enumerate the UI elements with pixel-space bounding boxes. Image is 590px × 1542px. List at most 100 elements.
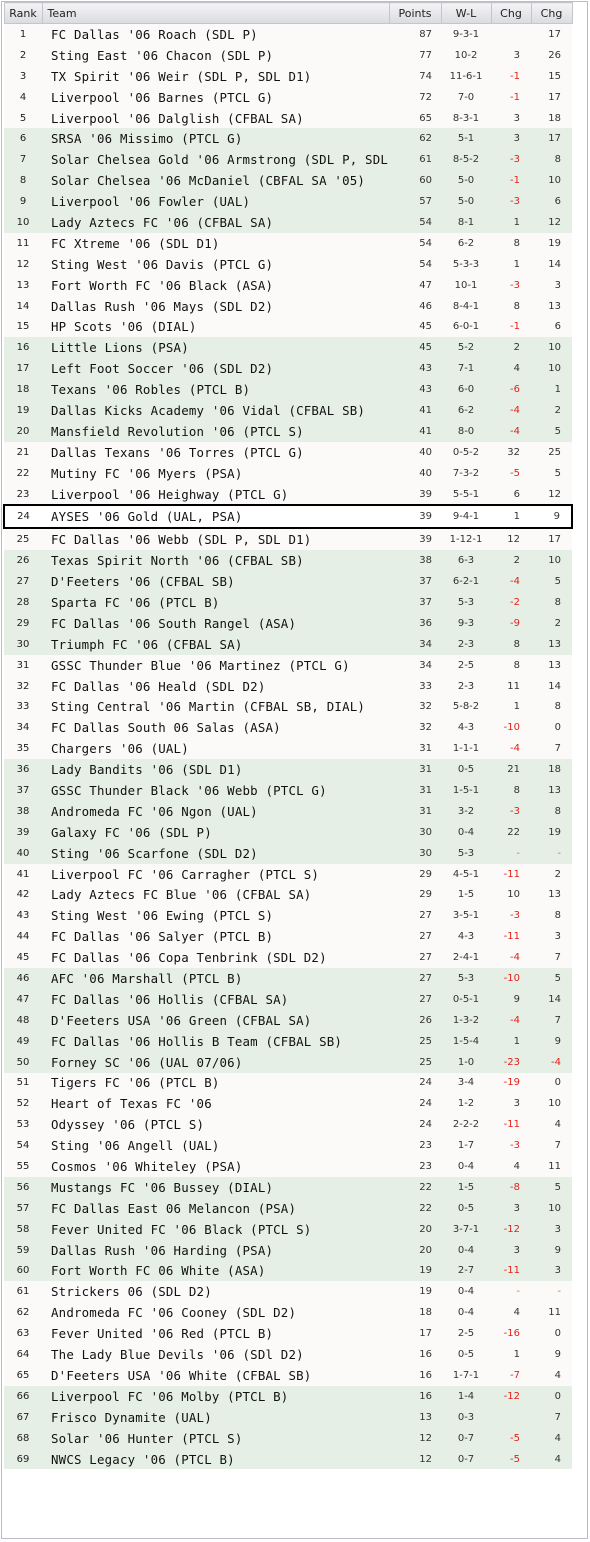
rank-cell: 9 — [4, 191, 42, 213]
team-name[interactable]: FC Dallas '06 Copa Tenbrink (SDL D2) — [42, 947, 389, 969]
team-name[interactable]: Andromeda FC '06 Ngon (UAL) — [42, 800, 389, 822]
team-name[interactable]: Texans '06 Robles (PTCL B) — [42, 379, 389, 401]
team-name[interactable]: Heart of Texas FC '06 — [42, 1093, 389, 1115]
rankings-table: Rank Team Points W-L Chg Chg 1 FC Dallas … — [3, 2, 573, 1470]
team-name[interactable]: The Lady Blue Devils '06 (SDl D2) — [42, 1344, 389, 1365]
team-name[interactable]: Sting Central '06 Martin (CFBAL SB, DIAL… — [42, 696, 389, 718]
column-header-chg-1[interactable]: Chg — [490, 2, 532, 24]
points-cell: 74 — [389, 65, 441, 87]
team-name[interactable]: Tigers FC '06 (PTCL B) — [42, 1072, 389, 1094]
team-name[interactable]: Sting East '06 Chacon (SDL P) — [42, 44, 389, 66]
team-name[interactable]: D'Feeters USA '06 White (CFBAL SB) — [42, 1365, 389, 1386]
team-name[interactable]: Lady Bandits '06 (SDL D1) — [42, 759, 389, 781]
team-name[interactable]: Frisco Dynamite (UAL) — [42, 1406, 389, 1428]
win-loss-cell: 1-5 — [441, 884, 491, 906]
team-name[interactable]: Liverpool '06 Barnes (PTCL G) — [42, 86, 389, 108]
column-header-points[interactable]: Points — [388, 2, 442, 24]
team-name[interactable]: SRSA '06 Missimo (PTCL G) — [42, 128, 389, 150]
change-2-cell: 18 — [531, 107, 572, 129]
team-name[interactable]: Fort Worth FC '06 Black (ASA) — [42, 274, 389, 296]
team-name[interactable]: Triumph FC '06 (CFBAL SA) — [42, 633, 389, 655]
column-header-chg-2[interactable]: Chg — [530, 2, 573, 24]
rank-cell: 1 — [4, 23, 42, 45]
team-name[interactable]: Fever United '06 Red (PTCL B) — [42, 1323, 389, 1345]
team-name[interactable]: GSSC Thunder Blue '06 Martinez (PTCL G) — [42, 654, 389, 676]
team-name[interactable]: Solar Chelsea '06 McDaniel (CBFAL SA '05… — [42, 170, 389, 192]
team-name[interactable]: Sting West '06 Ewing (PTCL S) — [42, 905, 389, 927]
change-2-cell: 5 — [531, 968, 572, 989]
points-cell: 16 — [389, 1344, 441, 1365]
team-name[interactable]: Dallas Kicks Academy '06 Vidal (CFBAL SB… — [42, 400, 389, 421]
rank-cell: 46 — [4, 968, 42, 989]
column-header-team[interactable]: Team — [41, 2, 390, 24]
team-name[interactable]: D'Feeters '06 (CFBAL SB) — [42, 571, 389, 593]
team-name[interactable]: AFC '06 Marshall (PTCL B) — [42, 968, 389, 989]
team-name[interactable]: FC Dallas '06 Roach (SDL P) — [42, 23, 389, 45]
team-name[interactable]: D'Feeters USA '06 Green (CFBAL SA) — [42, 1009, 389, 1031]
team-name[interactable]: NWCS Legacy '06 (PTCL B) — [42, 1448, 389, 1470]
team-name[interactable]: Sting West '06 Davis (PTCL G) — [42, 253, 389, 275]
team-name[interactable]: Fever United FC '06 Black (PTCL S) — [42, 1218, 389, 1240]
team-name[interactable]: FC Dallas '06 Heald (SDL D2) — [42, 675, 389, 697]
team-name[interactable]: Liverpool '06 Heighway (PTCL G) — [42, 483, 389, 506]
team-name[interactable]: Lady Aztecs FC Blue '06 (CFBAL SA) — [42, 884, 389, 906]
team-name[interactable]: Mansfield Revolution '06 (PTCL S) — [42, 420, 389, 442]
team-name[interactable]: GSSC Thunder Black '06 Webb (PTCL G) — [42, 780, 389, 801]
team-name[interactable]: FC Dallas '06 Hollis (CFBAL SA) — [42, 988, 389, 1010]
rank-cell: 69 — [4, 1448, 42, 1470]
team-name[interactable]: Odyssey '06 (PTCL S) — [42, 1114, 389, 1136]
team-name[interactable]: Lady Aztecs FC '06 (CFBAL SA) — [42, 212, 389, 233]
team-name[interactable]: FC Xtreme '06 (SDL D1) — [42, 232, 389, 254]
team-name[interactable]: Mustangs FC '06 Bussey (DIAL) — [42, 1176, 389, 1198]
team-name[interactable]: Fort Worth FC 06 White (ASA) — [42, 1260, 389, 1282]
team-name[interactable]: Chargers '06 (UAL) — [42, 738, 389, 760]
column-header-rank[interactable]: Rank — [3, 2, 43, 24]
points-cell: 19 — [389, 1260, 441, 1282]
team-name[interactable]: FC Dallas '06 Webb (SDL P, SDL D1) — [42, 528, 389, 551]
team-name[interactable]: Sting '06 Angell (UAL) — [42, 1135, 389, 1157]
win-loss-cell: 1-7 — [441, 1135, 491, 1157]
team-name[interactable]: Liverpool FC '06 Carragher (PTCL S) — [42, 863, 389, 885]
team-name[interactable]: FC Dallas '06 South Rangel (ASA) — [42, 612, 389, 634]
change-1-cell: 3 — [491, 1093, 531, 1115]
team-name[interactable]: Sting '06 Scarfone (SDL D2) — [42, 842, 389, 864]
team-name[interactable]: Left Foot Soccer '06 (SDL D2) — [42, 358, 389, 380]
team-name[interactable]: HP Scots '06 (DIAL) — [42, 316, 389, 338]
team-name[interactable]: FC Dallas South 06 Salas (ASA) — [42, 717, 389, 739]
points-cell: 13 — [389, 1406, 441, 1428]
team-name[interactable]: Liverpool '06 Fowler (UAL) — [42, 191, 389, 213]
team-name[interactable]: TX Spirit '06 Weir (SDL P, SDL D1) — [42, 65, 389, 87]
team-name[interactable]: Little Lions (PSA) — [42, 337, 389, 359]
team-name[interactable]: Dallas Rush '06 Harding (PSA) — [42, 1239, 389, 1261]
team-name[interactable]: FC Dallas '06 Salyer (PTCL B) — [42, 926, 389, 948]
team-name[interactable]: Andromeda FC '06 Cooney (SDL D2) — [42, 1302, 389, 1324]
team-name[interactable]: Mutiny FC '06 Myers (PSA) — [42, 462, 389, 484]
team-name[interactable]: Forney SC '06 (UAL 07/06) — [42, 1051, 389, 1073]
change-1-cell: -4 — [491, 738, 531, 760]
team-name[interactable]: Sparta FC '06 (PTCL B) — [42, 592, 389, 613]
table-row: 22 Mutiny FC '06 Myers (PSA) 40 7-3-2 -5 5 — [4, 462, 572, 484]
change-2-cell: 12 — [531, 483, 572, 506]
team-name[interactable]: Dallas Texans '06 Torres (PTCL G) — [42, 441, 389, 463]
change-1-cell: - — [491, 1281, 531, 1303]
team-name[interactable]: Solar Chelsea Gold '06 Armstrong (SDL P,… — [42, 149, 389, 171]
team-name[interactable]: Solar '06 Hunter (PTCL S) — [42, 1427, 389, 1449]
team-name[interactable]: Strickers 06 (SDL D2) — [42, 1281, 389, 1303]
team-name[interactable]: Galaxy FC '06 (SDL P) — [42, 821, 389, 843]
team-name[interactable]: FC Dallas '06 Hollis B Team (CFBAL SB) — [42, 1030, 389, 1052]
team-name[interactable]: Texas Spirit North '06 (CFBAL SB) — [42, 550, 389, 572]
win-loss-cell: 4-3 — [441, 926, 491, 948]
team-name[interactable]: Liverpool FC '06 Molby (PTCL B) — [42, 1385, 389, 1407]
change-1-cell: 4 — [491, 1302, 531, 1324]
win-loss-cell: 0-5-2 — [441, 441, 491, 463]
team-name[interactable]: Cosmos '06 Whiteley (PSA) — [42, 1156, 389, 1177]
table-row: 55 Cosmos '06 Whiteley (PSA) 23 0-4 4 11 — [4, 1156, 572, 1177]
column-header-wl[interactable]: W-L — [440, 2, 492, 24]
team-name[interactable]: AYSES '06 Gold (UAL, PSA) — [42, 504, 389, 530]
change-1-cell: 10 — [491, 884, 531, 906]
team-name[interactable]: Liverpool '06 Dalglish (CFBAL SA) — [42, 107, 389, 129]
change-2-cell: 8 — [531, 905, 572, 927]
win-loss-cell: 1-5-4 — [441, 1030, 491, 1052]
team-name[interactable]: FC Dallas East 06 Melancon (PSA) — [42, 1197, 389, 1219]
team-name[interactable]: Dallas Rush '06 Mays (SDL D2) — [42, 295, 389, 317]
